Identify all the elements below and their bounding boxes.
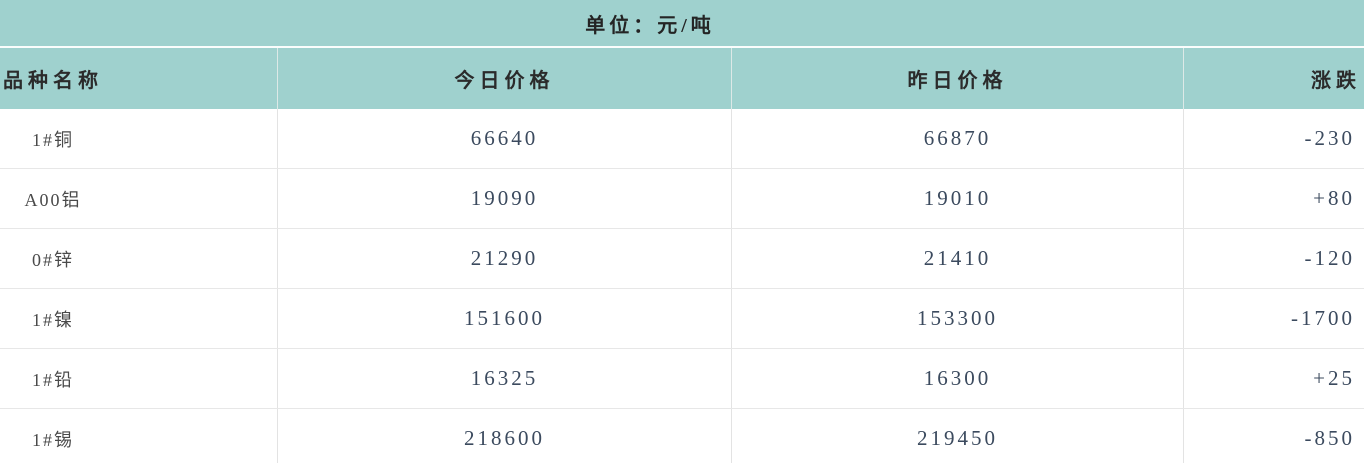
today-price-cell: 66640 bbox=[277, 109, 731, 168]
yesterday-price-cell: 19010 bbox=[731, 169, 1183, 228]
product-name-cell-text: 0#锌 bbox=[32, 249, 74, 270]
product-name-cell: A00铝 bbox=[0, 169, 277, 228]
product-name-cell: 1#镍 bbox=[0, 289, 277, 348]
today-price-cell-text: 16325 bbox=[470, 366, 539, 390]
change-cell-text: -850 bbox=[1304, 426, 1355, 450]
table-row: 1#铅 16325 16300 +25 bbox=[0, 349, 1364, 409]
product-name-cell-text: 1#铅 bbox=[32, 369, 74, 390]
table-body: 1#铜 66640 66870 -230 A00铝 19090 19010 +80 0#锌 212… bbox=[0, 109, 1364, 463]
yesterday-price-cell: 153300 bbox=[731, 289, 1183, 348]
yesterday-price-cell-text: 21410 bbox=[923, 246, 992, 270]
yesterday-price-cell-text: 219450 bbox=[917, 426, 998, 450]
product-name-cell: 1#铜 bbox=[0, 109, 277, 168]
product-name-cell: 1#锡 bbox=[0, 409, 277, 463]
product-name-cell-text: 1#镍 bbox=[32, 309, 74, 330]
yesterday-price-cell-text: 19010 bbox=[923, 186, 992, 210]
yesterday-price-cell-text: 66870 bbox=[923, 126, 992, 150]
change-cell: -120 bbox=[1183, 229, 1364, 288]
column-header-today-price: 今日价格 bbox=[277, 48, 731, 109]
today-price-cell-text: 151600 bbox=[464, 306, 545, 330]
change-cell: +80 bbox=[1183, 169, 1364, 228]
table-row: 0#锌 21290 21410 -120 bbox=[0, 229, 1364, 289]
product-name-cell: 1#铅 bbox=[0, 349, 277, 408]
table-row: 1#镍 151600 153300 -1700 bbox=[0, 289, 1364, 349]
yesterday-price-cell-text: 16300 bbox=[923, 366, 992, 390]
change-cell-text: -1700 bbox=[1291, 306, 1355, 330]
today-price-cell: 21290 bbox=[277, 229, 731, 288]
change-cell: -1700 bbox=[1183, 289, 1364, 348]
today-price-cell-text: 21290 bbox=[470, 246, 539, 270]
product-name-cell-text: 1#锡 bbox=[32, 429, 74, 450]
yesterday-price-cell: 66870 bbox=[731, 109, 1183, 168]
today-price-cell: 151600 bbox=[277, 289, 731, 348]
yesterday-price-cell: 16300 bbox=[731, 349, 1183, 408]
today-price-cell: 218600 bbox=[277, 409, 731, 463]
unit-bar: 单位：元/吨 bbox=[0, 0, 1364, 48]
today-price-cell: 19090 bbox=[277, 169, 731, 228]
change-cell-text: -230 bbox=[1304, 126, 1355, 150]
column-header-change-text: 涨跌 bbox=[1311, 70, 1361, 92]
column-header-product-name: 品种名称 bbox=[0, 48, 277, 109]
product-name-cell-text: 1#铜 bbox=[32, 129, 74, 150]
change-cell: +25 bbox=[1183, 349, 1364, 408]
unit-label: 单位：元/吨 bbox=[585, 14, 715, 37]
today-price-cell: 16325 bbox=[277, 349, 731, 408]
change-cell: -230 bbox=[1183, 109, 1364, 168]
column-header-today-price-text: 今日价格 bbox=[454, 70, 555, 92]
column-header-yesterday-price-text: 昨日价格 bbox=[907, 70, 1008, 92]
change-cell: -850 bbox=[1183, 409, 1364, 463]
change-cell-text: +80 bbox=[1313, 186, 1355, 210]
column-header-change: 涨跌 bbox=[1183, 48, 1364, 109]
product-name-cell: 0#锌 bbox=[0, 229, 277, 288]
table-header-row: 品种名称 今日价格 昨日价格 涨跌 bbox=[0, 48, 1364, 109]
table-row: 1#铜 66640 66870 -230 bbox=[0, 109, 1364, 169]
column-header-product-name-text: 品种名称 bbox=[3, 70, 103, 92]
today-price-cell-text: 19090 bbox=[470, 186, 539, 210]
yesterday-price-cell: 21410 bbox=[731, 229, 1183, 288]
yesterday-price-cell: 219450 bbox=[731, 409, 1183, 463]
change-cell-text: +25 bbox=[1313, 366, 1355, 390]
yesterday-price-cell-text: 153300 bbox=[917, 306, 998, 330]
table-row: 1#锡 218600 219450 -850 bbox=[0, 409, 1364, 463]
table-row: A00铝 19090 19010 +80 bbox=[0, 169, 1364, 229]
today-price-cell-text: 218600 bbox=[464, 426, 545, 450]
today-price-cell-text: 66640 bbox=[470, 126, 539, 150]
product-name-cell-text: A00铝 bbox=[24, 189, 82, 210]
change-cell-text: -120 bbox=[1304, 246, 1355, 270]
column-header-yesterday-price: 昨日价格 bbox=[731, 48, 1183, 109]
